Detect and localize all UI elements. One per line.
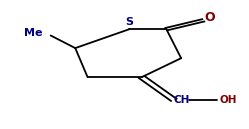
Text: Me: Me [24,28,43,38]
Text: OH: OH [219,95,237,105]
Text: CH: CH [174,95,190,105]
Text: O: O [204,11,215,24]
Text: S: S [125,17,133,27]
